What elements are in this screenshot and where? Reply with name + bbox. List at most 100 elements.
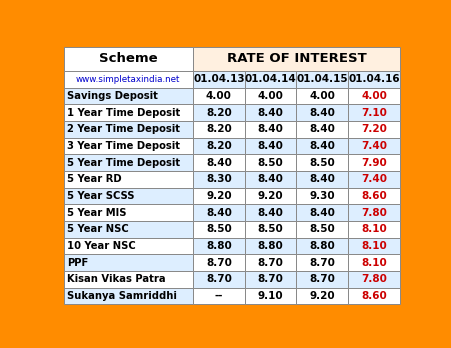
Text: 4.00: 4.00 bbox=[257, 91, 283, 101]
Text: 7.40: 7.40 bbox=[360, 174, 386, 184]
Text: 8.10: 8.10 bbox=[360, 258, 386, 268]
Bar bbox=[63, 121, 193, 137]
Bar bbox=[193, 238, 244, 254]
Bar bbox=[296, 188, 347, 204]
Bar bbox=[347, 121, 399, 137]
Text: 8.40: 8.40 bbox=[308, 208, 335, 218]
Bar bbox=[193, 47, 399, 71]
Bar bbox=[244, 104, 296, 121]
Text: 8.20: 8.20 bbox=[206, 124, 231, 134]
Bar bbox=[244, 171, 296, 188]
Bar bbox=[193, 271, 244, 288]
Bar bbox=[193, 188, 244, 204]
Text: 8.70: 8.70 bbox=[206, 258, 231, 268]
Bar bbox=[296, 254, 347, 271]
Bar bbox=[296, 288, 347, 304]
Text: 5 Year MIS: 5 Year MIS bbox=[67, 208, 126, 218]
Bar bbox=[244, 188, 296, 204]
Text: 8.40: 8.40 bbox=[257, 124, 283, 134]
Text: 8.40: 8.40 bbox=[308, 141, 335, 151]
Bar bbox=[296, 154, 347, 171]
Text: --: -- bbox=[214, 291, 223, 301]
Bar bbox=[193, 71, 244, 87]
Bar bbox=[244, 238, 296, 254]
Text: 7.40: 7.40 bbox=[360, 141, 386, 151]
Bar bbox=[193, 221, 244, 238]
Text: 01.04.15: 01.04.15 bbox=[296, 74, 347, 84]
Bar bbox=[347, 154, 399, 171]
Text: 8.50: 8.50 bbox=[257, 224, 283, 234]
Bar bbox=[63, 104, 193, 121]
Text: 7.90: 7.90 bbox=[360, 158, 386, 168]
Text: 8.70: 8.70 bbox=[257, 258, 283, 268]
Bar bbox=[63, 288, 193, 304]
Text: 8.30: 8.30 bbox=[206, 174, 231, 184]
Text: 01.04.13: 01.04.13 bbox=[193, 74, 244, 84]
Bar bbox=[244, 71, 296, 87]
Text: 10 Year NSC: 10 Year NSC bbox=[67, 241, 135, 251]
Text: PPF: PPF bbox=[67, 258, 88, 268]
Bar bbox=[193, 204, 244, 221]
Text: 4.00: 4.00 bbox=[308, 91, 335, 101]
Bar bbox=[193, 121, 244, 137]
Text: Savings Deposit: Savings Deposit bbox=[67, 91, 157, 101]
Bar bbox=[296, 221, 347, 238]
Text: 8.20: 8.20 bbox=[206, 141, 231, 151]
Bar bbox=[347, 238, 399, 254]
Bar bbox=[63, 171, 193, 188]
Bar bbox=[244, 204, 296, 221]
Text: 5 Year Time Deposit: 5 Year Time Deposit bbox=[67, 158, 180, 168]
Bar bbox=[347, 104, 399, 121]
Bar bbox=[347, 71, 399, 87]
Bar bbox=[347, 137, 399, 154]
Text: 8.70: 8.70 bbox=[308, 274, 335, 284]
Bar bbox=[244, 288, 296, 304]
Text: 8.70: 8.70 bbox=[206, 274, 231, 284]
Bar bbox=[193, 254, 244, 271]
Text: 8.60: 8.60 bbox=[360, 291, 386, 301]
Bar bbox=[244, 87, 296, 104]
Text: 8.40: 8.40 bbox=[308, 174, 335, 184]
Bar bbox=[63, 87, 193, 104]
Text: 9.20: 9.20 bbox=[257, 191, 283, 201]
Bar bbox=[296, 238, 347, 254]
Text: 8.40: 8.40 bbox=[206, 158, 231, 168]
Text: 8.60: 8.60 bbox=[360, 191, 386, 201]
Bar bbox=[63, 204, 193, 221]
Bar bbox=[296, 71, 347, 87]
Text: 2 Year Time Deposit: 2 Year Time Deposit bbox=[67, 124, 179, 134]
Bar bbox=[193, 171, 244, 188]
Bar bbox=[347, 87, 399, 104]
Bar bbox=[63, 221, 193, 238]
Text: 8.40: 8.40 bbox=[257, 108, 283, 118]
Bar bbox=[63, 47, 193, 71]
Text: 7.10: 7.10 bbox=[360, 108, 386, 118]
Bar bbox=[63, 154, 193, 171]
Text: 8.50: 8.50 bbox=[308, 158, 334, 168]
Text: 8.40: 8.40 bbox=[308, 124, 335, 134]
Text: 7.80: 7.80 bbox=[360, 208, 386, 218]
Bar bbox=[63, 137, 193, 154]
Bar bbox=[296, 137, 347, 154]
Text: 8.10: 8.10 bbox=[360, 241, 386, 251]
Text: 9.20: 9.20 bbox=[206, 191, 231, 201]
Text: 1 Year Time Deposit: 1 Year Time Deposit bbox=[67, 108, 180, 118]
Text: 9.30: 9.30 bbox=[309, 191, 334, 201]
Text: Kisan Vikas Patra: Kisan Vikas Patra bbox=[67, 274, 165, 284]
Text: 9.10: 9.10 bbox=[257, 291, 283, 301]
Text: 8.80: 8.80 bbox=[206, 241, 231, 251]
Bar bbox=[296, 271, 347, 288]
Bar bbox=[193, 87, 244, 104]
Text: 8.50: 8.50 bbox=[257, 158, 283, 168]
Text: Scheme: Scheme bbox=[99, 53, 157, 65]
Text: 5 Year NSC: 5 Year NSC bbox=[67, 224, 129, 234]
Bar bbox=[193, 154, 244, 171]
Text: 4.00: 4.00 bbox=[206, 91, 231, 101]
Bar bbox=[244, 137, 296, 154]
Bar bbox=[244, 271, 296, 288]
Text: 7.80: 7.80 bbox=[360, 274, 386, 284]
Text: 5 Year SCSS: 5 Year SCSS bbox=[67, 191, 134, 201]
Bar bbox=[347, 221, 399, 238]
Text: 8.40: 8.40 bbox=[257, 141, 283, 151]
Bar bbox=[347, 271, 399, 288]
